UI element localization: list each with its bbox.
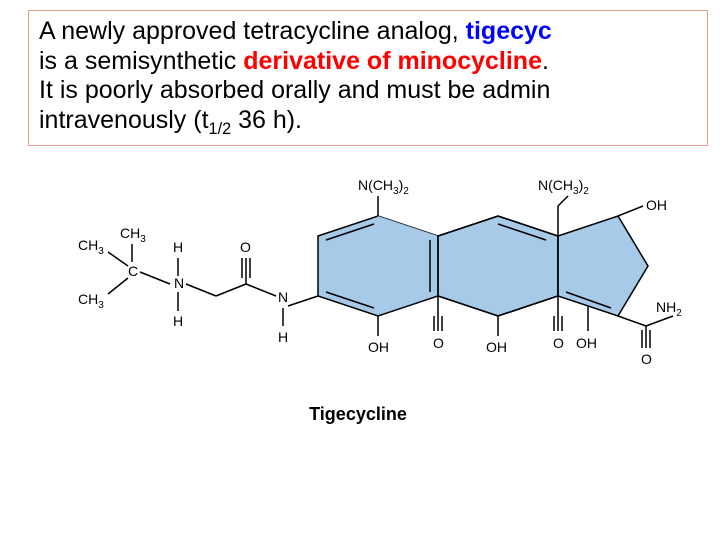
o-bottom2: O <box>553 335 564 351</box>
o-bottom1: O <box>433 335 444 351</box>
line3: It is poorly absorbed orally and must be… <box>39 76 550 104</box>
description-box: A newly approved tetracycline analog, ti… <box>28 10 708 146</box>
h-left: H <box>173 313 183 329</box>
nh2: NH2 <box>656 299 682 319</box>
slide: A newly approved tetracycline analog, ti… <box>0 0 720 540</box>
ch3-c: CH3 <box>120 225 146 245</box>
line1-part1: A newly approved tetracycline analog, <box>39 17 466 45</box>
line2-period: . <box>542 47 549 75</box>
oh-bottom1: OH <box>368 339 389 355</box>
structure-area: N(CH3)2 N(CH3)2 OH OH O OH O OH <box>28 166 688 425</box>
line4-sub: 1/2 <box>209 120 232 138</box>
n-left: N <box>174 275 184 291</box>
line4-part2: 36 h). <box>231 106 302 134</box>
tigecycline-structure: N(CH3)2 N(CH3)2 OH OH O OH O OH <box>28 166 688 396</box>
line2-part1: is a semisynthetic <box>39 47 243 75</box>
line2-derivative: derivative of minocycline <box>243 47 542 75</box>
c-quat: C <box>128 263 138 279</box>
ch3-b: CH3 <box>78 291 104 311</box>
line4-part1: intravenously (t <box>39 106 209 134</box>
ring-c-outline <box>438 216 558 316</box>
n-mid: N <box>278 289 288 305</box>
line1-tigecyc: tigecyc <box>466 17 552 45</box>
ch3-a: CH3 <box>78 237 104 257</box>
oh-topright: OH <box>646 197 667 213</box>
nch3-right: N(CH3)2 <box>538 177 589 197</box>
oh-bottom3: OH <box>576 335 597 351</box>
nch3-left: N(CH3)2 <box>358 177 409 197</box>
h-topleft: H <box>173 239 183 255</box>
oh-bottom2: OH <box>486 339 507 355</box>
o-amide: O <box>641 351 652 367</box>
h-mid: H <box>278 329 288 345</box>
ring-b <box>558 216 648 316</box>
o-left: O <box>240 239 251 255</box>
structure-caption: Tigecycline <box>28 404 688 425</box>
